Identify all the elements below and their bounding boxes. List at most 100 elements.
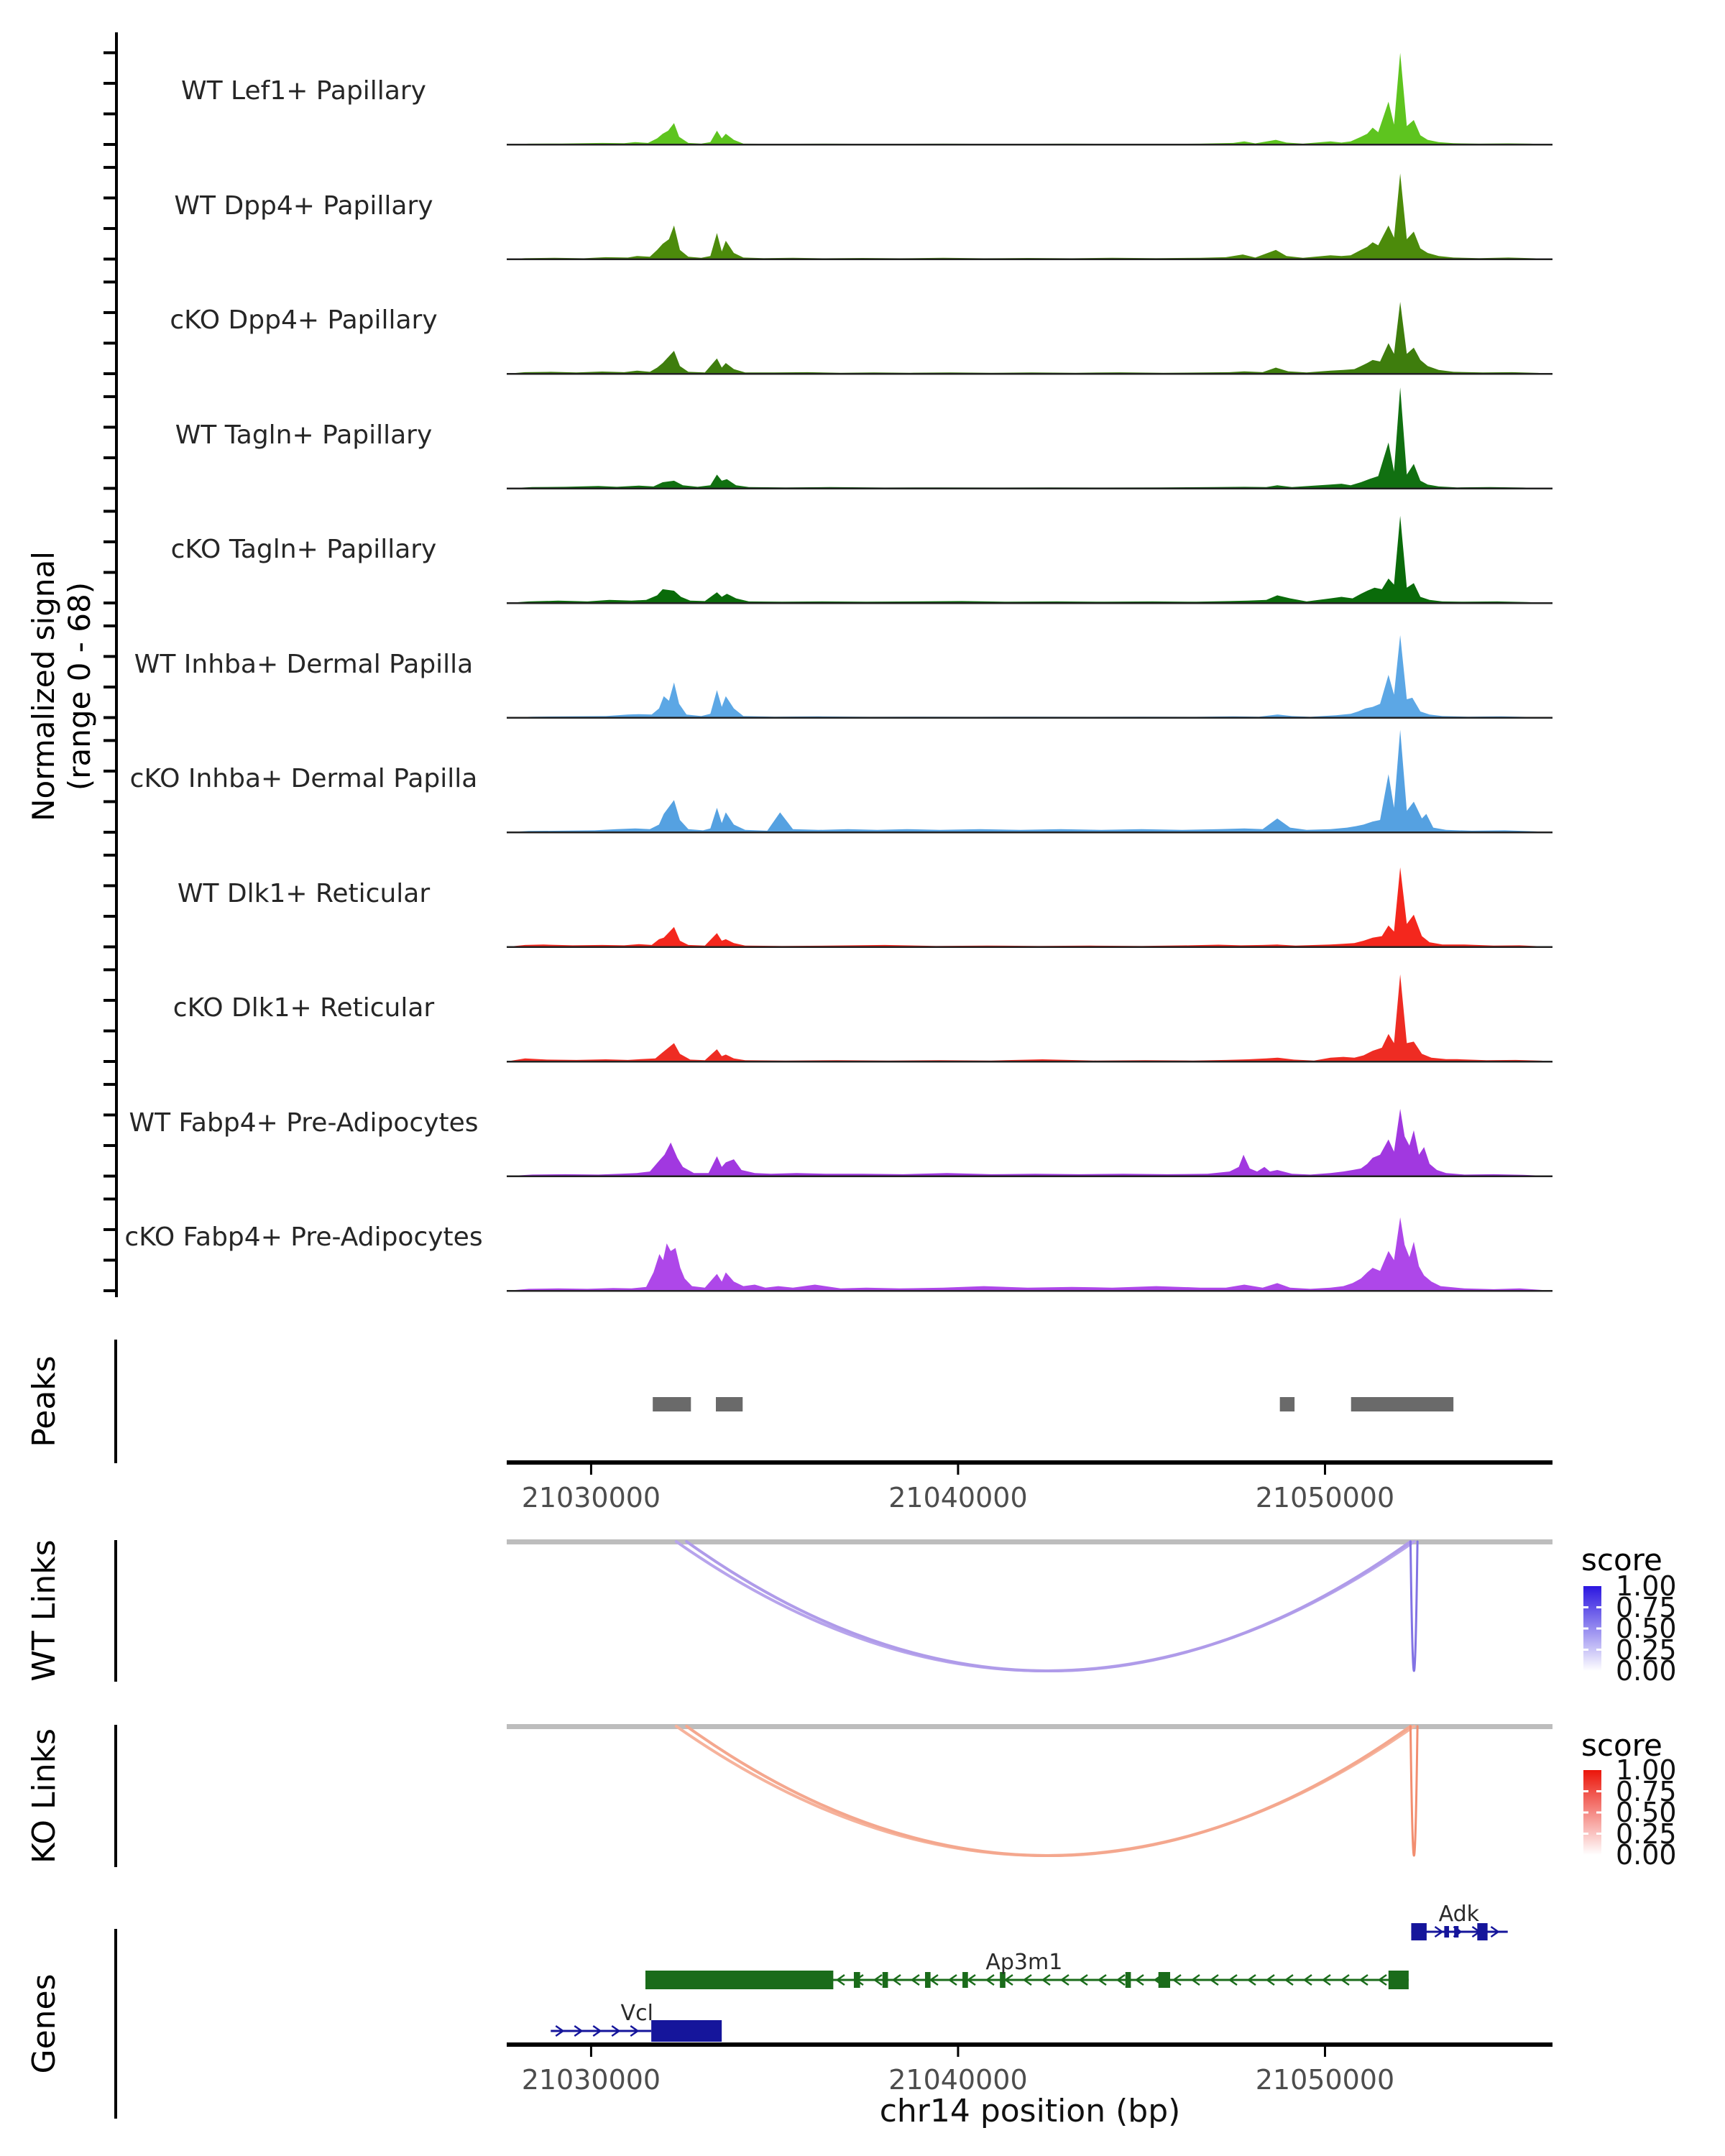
gene-label-Ap3m1: Ap3m1 [985, 1950, 1063, 1975]
signal-axis-tick [104, 945, 115, 949]
ko-legend-bar-tick [1583, 1833, 1588, 1835]
signal-axis-tick [104, 998, 115, 1002]
ko-link-arc [685, 1725, 1412, 1857]
gene-strand-arrow-left-icon [1190, 1973, 1200, 1986]
signal-axis-tick [104, 602, 115, 604]
signal-axis-tick [104, 1174, 115, 1178]
track-baseline [507, 946, 1552, 948]
gene-strand-arrow-left-icon [1340, 1973, 1350, 1986]
genomic-axis-line [507, 1460, 1552, 1465]
genomic-axis-line [507, 2042, 1552, 2047]
wt-legend-tick-label: 0.50 [1616, 1613, 1677, 1644]
track-baseline [507, 373, 1552, 375]
gene-line-Ap3m1 [645, 1978, 1409, 1981]
signal-axis-tick [104, 257, 115, 261]
peak-interval [716, 1397, 743, 1411]
gene-strand-arrow-left-icon [1228, 1973, 1238, 1986]
signal-y-axis-label-line1: Normalized signal [26, 551, 61, 821]
coverage-area-cko-fabp4-pre-adipocytes [507, 1217, 1552, 1291]
ko-legend-tick-label: 0.00 [1616, 1839, 1677, 1871]
ko-links-panel-bracket [114, 1725, 117, 1867]
gene-strand-arrow-right-icon [611, 2024, 621, 2037]
gene-strand-arrow-left-icon [929, 1973, 939, 1986]
gene-strand-arrow-left-icon [835, 1973, 845, 1986]
signal-y-axis-label: Normalized signal (range 0 - 68) [26, 356, 101, 1017]
gene-strand-arrow-right-icon [555, 2024, 565, 2037]
panel-label-ko-links: KO Links [26, 1728, 63, 1864]
wt-legend-tick-label: 1.00 [1616, 1570, 1677, 1602]
signal-axis-tick [104, 624, 115, 627]
coverage-area-cko-inhba-dermal-papilla [507, 729, 1552, 832]
wt-link-arc [1409, 1540, 1419, 1672]
gene-strand-arrow-right-icon [574, 2024, 584, 2037]
track-label-9: cKO Dlk1+ Reticular [172, 993, 435, 1023]
signal-axis-tick [104, 1029, 115, 1033]
signal-axis-tick [104, 1227, 115, 1231]
gene-exon-Adk [1444, 1926, 1450, 1938]
signal-axis-tick [104, 884, 115, 888]
coverage-area-cko-tagln-papillary [507, 515, 1552, 603]
gene-strand-arrow-right-icon [630, 2024, 640, 2037]
gene-exon-Ap3m1 [962, 1972, 968, 1988]
signal-axis-tick [104, 1060, 115, 1063]
gene-strand-arrow-right-icon [1490, 1925, 1500, 1938]
track-label-1: WT Lef1+ Papillary [181, 76, 426, 106]
signal-axis-tick [104, 853, 115, 857]
gene-exon-Ap3m1 [1125, 1972, 1131, 1988]
gene-strand-arrow-left-icon [1321, 1973, 1331, 1986]
signal-axis-tick [104, 1289, 115, 1292]
coverage-area-wt-inhba-dermal-papilla [507, 635, 1552, 718]
x-tick-label: 21040000 [888, 1482, 1028, 1514]
signal-axis-tick [104, 280, 115, 284]
gene-strand-arrow-left-icon [891, 1973, 901, 1986]
coverage-area-wt-lef1-papillary [507, 52, 1552, 144]
signal-axis-tick [104, 112, 115, 116]
gene-exon-Ap3m1 [1000, 1972, 1006, 1988]
gene-exon-Ap3m1 [925, 1972, 931, 1988]
wt-links-legend-title: score [1581, 1542, 1662, 1577]
track-label-4: WT Tagln+ Papillary [175, 420, 433, 450]
ko-legend-tick-label: 0.75 [1616, 1775, 1677, 1807]
gene-strand-arrow-left-icon [1302, 1973, 1312, 1986]
wt-panel-top-line [507, 1539, 1552, 1544]
track-label-5: cKO Tagln+ Papillary [170, 535, 437, 564]
gene-exon-Vcl [651, 2020, 722, 2042]
track-baseline [507, 1061, 1552, 1063]
gene-strand-arrow-right-icon [1434, 1925, 1444, 1938]
peaks-panel-bracket [114, 1340, 117, 1463]
gene-exon-Ap3m1 [1388, 1971, 1409, 1989]
wt-links-panel-bracket [114, 1540, 117, 1682]
signal-axis-tick [104, 196, 115, 200]
ko-panel-top-line [507, 1724, 1552, 1729]
signal-axis-tick [104, 571, 115, 574]
gene-exon-Adk [1411, 1923, 1427, 1940]
track-baseline [507, 602, 1552, 604]
ko-legend-tick-label: 1.00 [1616, 1754, 1677, 1786]
gene-strand-arrow-left-icon [1209, 1973, 1219, 1986]
signal-axis-tick [104, 716, 115, 719]
signal-axis-tick [104, 81, 115, 85]
signal-axis-tick [104, 372, 115, 375]
gene-exon-Ap3m1 [882, 1972, 888, 1988]
x-tick-label: 21050000 [1255, 1482, 1395, 1514]
signal-axis-tick [104, 456, 115, 459]
ko-legend-bar-tick [1596, 1790, 1601, 1792]
gene-strand-arrow-left-icon [1246, 1973, 1256, 1986]
signal-axis-tick [104, 831, 115, 834]
signal-axis-tick [104, 685, 115, 688]
signal-axis-tick [104, 425, 115, 429]
gene-strand-arrow-left-icon [1358, 1973, 1368, 1986]
gene-strand-arrow-left-icon [966, 1973, 976, 1986]
ko-legend-bar-tick [1583, 1811, 1588, 1814]
gene-strand-arrow-left-icon [1078, 1973, 1088, 1986]
wt-legend-bar-tick [1596, 1627, 1601, 1630]
x-tick-label: 21050000 [1255, 2064, 1395, 2096]
track-label-6: WT Inhba+ Dermal Papilla [134, 649, 474, 679]
track-label-10: WT Fabp4+ Pre-Adipocytes [129, 1107, 479, 1138]
track-baseline [507, 717, 1552, 719]
gene-exon-Adk [1477, 1923, 1488, 1940]
signal-axis-tick [104, 800, 115, 803]
genes-panel-bracket [114, 1929, 117, 2119]
gene-strand-arrow-left-icon [947, 1973, 957, 1986]
coverage-area-wt-dpp4-papillary [507, 173, 1552, 259]
